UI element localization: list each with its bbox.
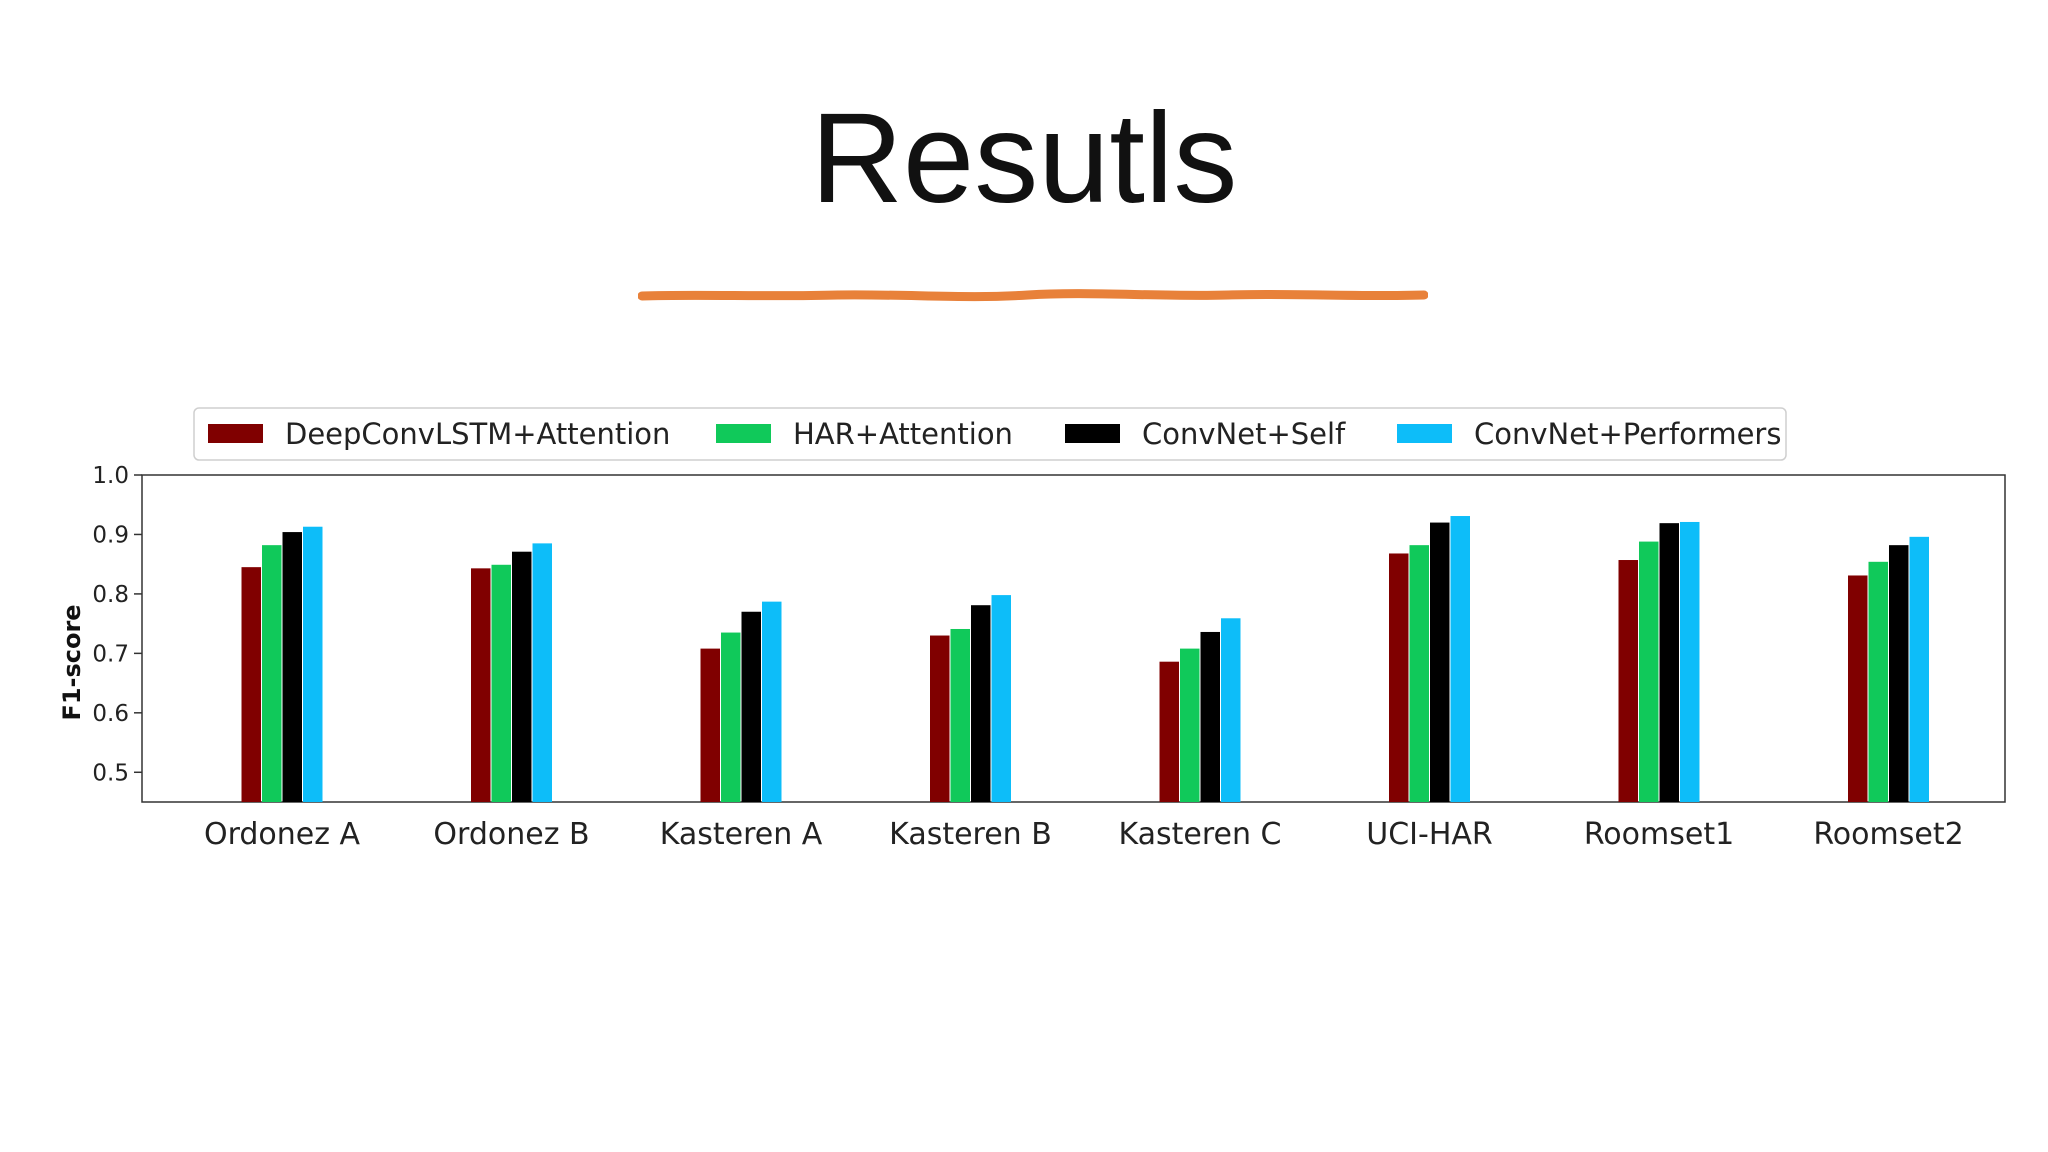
bar-7-1 bbox=[1868, 561, 1888, 802]
plot-area: 0.5 0.6 0.7 0.8 0.9 1.0 F1-score Ordonez A Ordon… bbox=[58, 463, 2006, 852]
bar-6-0 bbox=[1618, 560, 1638, 802]
x-tick-label: Ordonez A bbox=[204, 817, 361, 852]
x-tick-label: Kasteren A bbox=[660, 817, 823, 852]
legend-label-1: HAR+Attention bbox=[793, 417, 1013, 451]
bar-2-3 bbox=[762, 601, 782, 802]
bar-6-2 bbox=[1659, 523, 1679, 802]
bar-1-3 bbox=[532, 543, 552, 802]
bar-2-0 bbox=[700, 648, 720, 802]
bar-0-1 bbox=[262, 545, 282, 802]
y-tick-label: 0.6 bbox=[92, 701, 129, 727]
bar-3-3 bbox=[991, 595, 1011, 802]
legend-label-2: ConvNet+Self bbox=[1142, 417, 1346, 451]
x-tick-label: Kasteren B bbox=[889, 817, 1052, 852]
bar-4-2 bbox=[1200, 631, 1220, 802]
bar-7-2 bbox=[1889, 545, 1909, 802]
y-tick-label: 1.0 bbox=[92, 463, 129, 489]
legend-swatch-3 bbox=[1397, 424, 1452, 443]
bar-5-3 bbox=[1450, 516, 1470, 802]
legend-label-0: DeepConvLSTM+Attention bbox=[285, 417, 670, 451]
y-tick-label: 0.8 bbox=[92, 582, 129, 608]
legend-box bbox=[193, 407, 1787, 461]
title-underline bbox=[638, 289, 1428, 302]
bar-2-1 bbox=[721, 632, 741, 802]
slide-title: Resutls bbox=[810, 87, 1238, 230]
bar-5-0 bbox=[1389, 553, 1409, 802]
bar-5-1 bbox=[1409, 545, 1429, 802]
bar-0-0 bbox=[241, 567, 261, 802]
bar-0-2 bbox=[282, 532, 302, 802]
y-tick-label: 0.5 bbox=[92, 760, 129, 786]
bar-5-2 bbox=[1430, 522, 1450, 802]
bar-6-1 bbox=[1639, 541, 1659, 802]
legend-swatch-0 bbox=[208, 424, 263, 443]
bar-2-2 bbox=[741, 611, 761, 802]
bar-6-3 bbox=[1680, 521, 1700, 802]
x-tick-label: Roomset1 bbox=[1584, 817, 1734, 852]
bar-1-2 bbox=[512, 551, 532, 802]
legend-swatch-1 bbox=[716, 424, 771, 443]
bar-7-3 bbox=[1909, 536, 1929, 802]
y-axis-title: F1-score bbox=[58, 604, 86, 720]
legend-swatch-2 bbox=[1065, 424, 1120, 443]
bar-1-1 bbox=[491, 564, 511, 802]
bar-3-1 bbox=[950, 628, 970, 802]
bar-3-0 bbox=[930, 635, 950, 802]
bar-7-0 bbox=[1848, 575, 1868, 802]
underline-stroke bbox=[638, 289, 1428, 302]
bar-4-0 bbox=[1159, 661, 1179, 802]
y-tick-label: 0.7 bbox=[92, 641, 129, 667]
y-tick-label: 0.9 bbox=[92, 522, 129, 548]
bar-4-3 bbox=[1221, 618, 1241, 802]
legend: DeepConvLSTM+Attention HAR+Attention ConvN… bbox=[193, 407, 1787, 461]
bar-4-1 bbox=[1180, 648, 1200, 802]
plot-frame bbox=[141, 474, 2006, 803]
x-tick-label: Ordonez B bbox=[433, 817, 589, 852]
legend-label-3: ConvNet+Performers bbox=[1474, 417, 1781, 451]
x-tick-label: UCI-HAR bbox=[1366, 817, 1493, 852]
bar-0-3 bbox=[303, 526, 323, 802]
bar-1-0 bbox=[471, 568, 491, 802]
bar-3-2 bbox=[971, 605, 991, 802]
x-tick-label: Kasteren C bbox=[1118, 817, 1281, 852]
x-tick-label: Roomset2 bbox=[1813, 817, 1963, 852]
